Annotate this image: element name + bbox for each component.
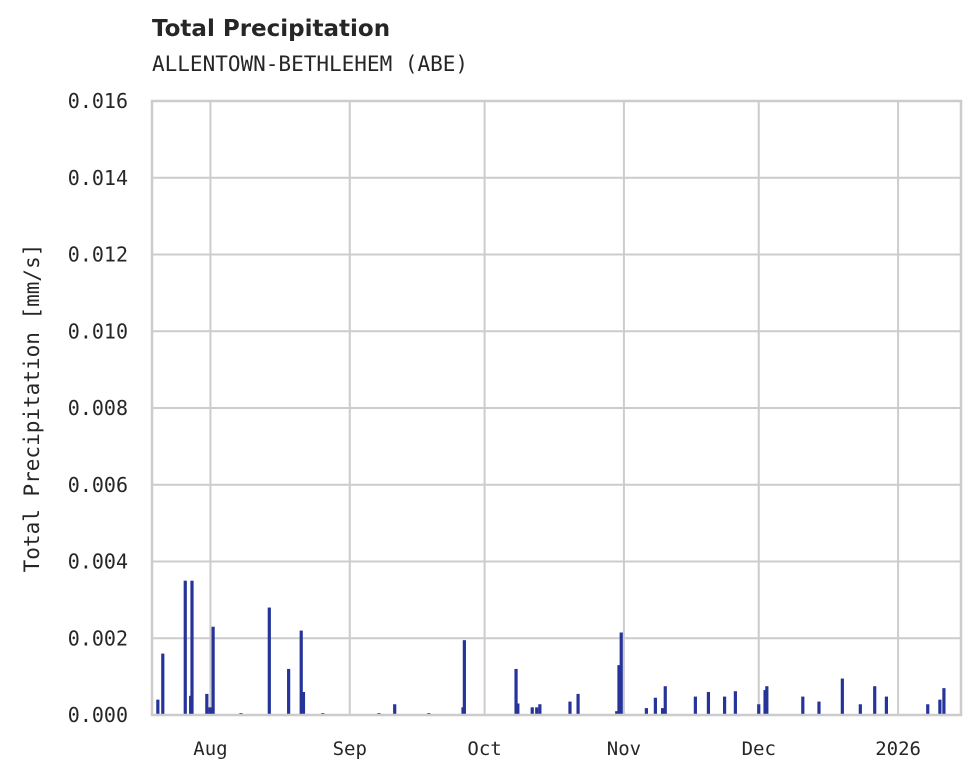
x-tick-label: Aug: [193, 738, 227, 760]
precipitation-bar: [817, 701, 821, 715]
chart-subtitle: ALLENTOWN-BETHLEHEM (ABE): [152, 52, 469, 76]
y-tick-label: 0.014: [68, 166, 128, 190]
precipitation-bar: [516, 703, 520, 715]
precipitation-bar: [663, 686, 667, 715]
precipitation-bar: [617, 665, 621, 715]
precipitation-bar: [884, 696, 888, 715]
precipitation-bar: [653, 697, 657, 715]
chart-title: Total Precipitation: [152, 16, 391, 42]
precipitation-bar: [644, 708, 648, 715]
precipitation-bar: [942, 688, 946, 715]
precipitation-bar: [757, 704, 761, 715]
precipitation-bar: [156, 699, 160, 715]
x-tick-label: Oct: [467, 738, 501, 760]
y-tick-label: 0.010: [68, 319, 128, 343]
precipitation-bar: [299, 630, 303, 715]
precipitation-bars: [156, 580, 946, 715]
x-tick-label: Dec: [742, 738, 776, 760]
y-axis-ticks: 0.000 0.002 0.004 0.006 0.008 0.010 0.012 0.014…: [68, 89, 128, 727]
precipitation-bar: [462, 640, 466, 715]
y-tick-label: 0.016: [68, 89, 128, 113]
precipitation-bar: [183, 580, 187, 715]
precipitation-bar: [205, 693, 209, 715]
precipitation-bar: [530, 707, 534, 715]
precipitation-bar: [267, 607, 271, 715]
precipitation-bar: [211, 626, 215, 715]
precipitation-bar: [706, 691, 711, 715]
precipitation-bar: [858, 704, 862, 715]
x-tick-label: 2026: [875, 738, 921, 760]
precipitation-bar: [763, 690, 767, 715]
precipitation-bar: [514, 668, 518, 715]
precipitation-bar: [873, 686, 877, 715]
plot-frame: [150, 99, 963, 717]
precipitation-bar: [660, 708, 665, 715]
precipitation-bar: [538, 704, 542, 715]
precipitation-bar: [619, 632, 623, 715]
x-tick-label: Nov: [607, 738, 641, 760]
y-tick-label: 0.000: [68, 703, 128, 727]
precipitation-bar: [568, 701, 572, 715]
precipitation-bar: [722, 696, 727, 715]
precipitation-bar: [208, 707, 212, 715]
precipitation-bar: [801, 696, 805, 715]
precipitation-bar: [926, 704, 930, 715]
precipitation-bar: [693, 696, 697, 715]
precipitation-bar: [301, 691, 306, 715]
precipitation-bar: [938, 699, 942, 715]
x-axis-ticks: Aug Sep Oct Nov Dec 2026: [193, 738, 921, 760]
y-tick-label: 0.004: [68, 550, 128, 574]
precipitation-bar: [287, 668, 291, 715]
y-tick-label: 0.012: [68, 243, 128, 267]
precipitation-bar: [190, 580, 194, 715]
y-tick-label: 0.008: [68, 396, 128, 420]
precipitation-bar: [576, 693, 580, 715]
precipitation-bar: [393, 704, 397, 715]
precipitation-bar: [765, 686, 769, 715]
y-axis-label: Total Precipitation [mm/s]: [20, 244, 44, 573]
y-tick-label: 0.002: [68, 626, 128, 650]
precipitation-bar: [733, 691, 737, 715]
precipitation-bar: [615, 711, 619, 715]
precipitation-bar: [840, 678, 844, 715]
grid-lines: [152, 100, 961, 716]
precipitation-bar: [535, 707, 539, 715]
x-tick-label: Sep: [333, 738, 367, 760]
y-tick-label: 0.006: [68, 473, 128, 497]
precipitation-bar: [161, 653, 165, 715]
